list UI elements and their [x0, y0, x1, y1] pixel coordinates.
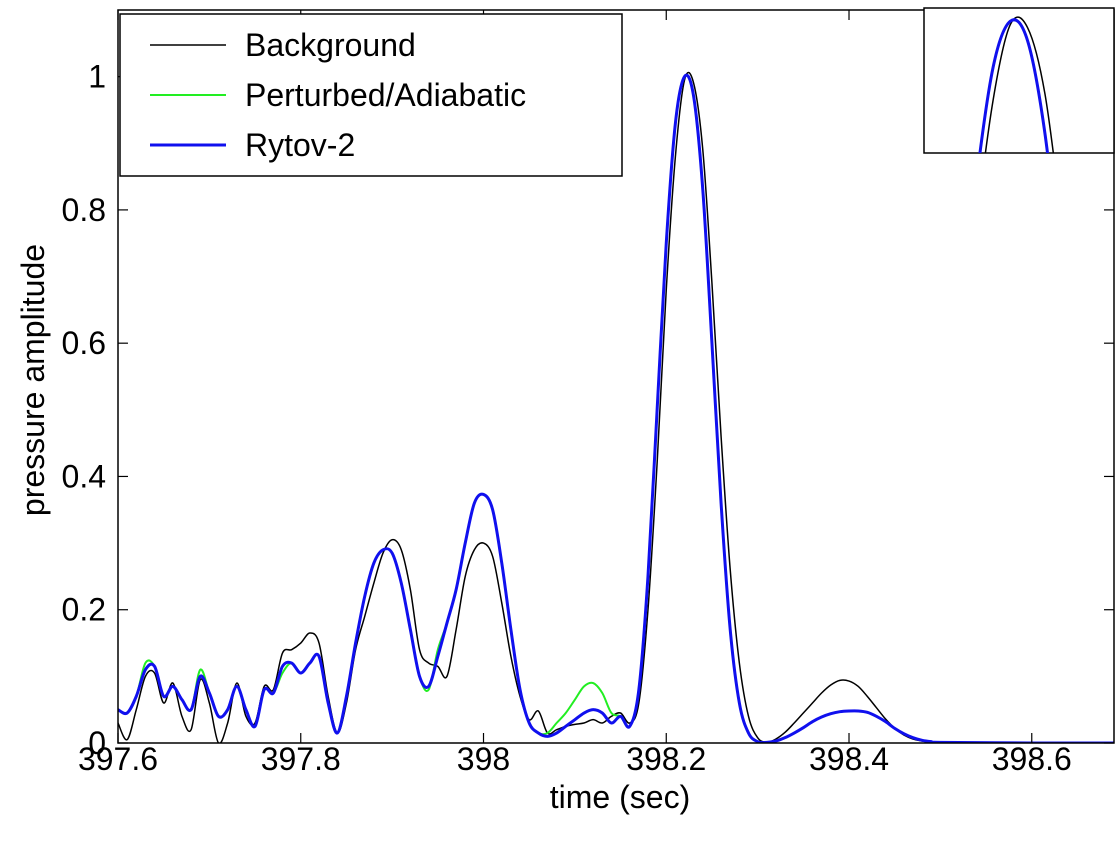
x-tick-label: 398	[457, 741, 510, 777]
y-tick-label: 0	[88, 725, 106, 761]
series-line	[118, 73, 1114, 743]
ticks	[117, 10, 1114, 744]
y-axis-label: pressure amplitude	[15, 244, 51, 516]
y-tick-label: 0.4	[62, 458, 106, 494]
x-tick-label: 397.8	[261, 741, 341, 777]
y-tick-label: 0.2	[62, 592, 106, 628]
legend-label: Rytov-2	[245, 127, 355, 163]
x-tick-label: 398.2	[626, 741, 706, 777]
axes-box	[117, 9, 1115, 744]
x-tick-label: 397.6	[78, 741, 158, 777]
x-tick-label: 398.4	[809, 741, 889, 777]
x-tick-label: 398.6	[992, 741, 1072, 777]
legend: Background Perturbed/Adiabatic Rytov-2	[119, 13, 623, 177]
series-line	[118, 71, 1114, 743]
legend-label: Perturbed/Adiabatic	[245, 77, 526, 113]
x-axis-label: time (sec)	[550, 779, 690, 815]
y-tick-label: 1	[88, 59, 106, 95]
legend-label: Background	[245, 27, 416, 63]
y-tick-label: 0.6	[62, 325, 106, 361]
inset-box	[923, 7, 1115, 154]
plot-area	[118, 71, 1114, 743]
y-tick-label: 0.8	[62, 192, 106, 228]
